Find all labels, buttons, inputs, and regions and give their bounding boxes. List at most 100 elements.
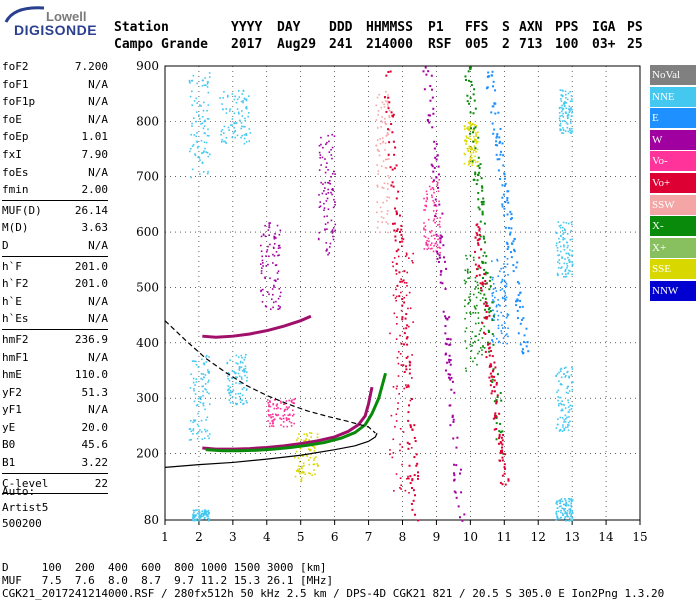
echo-point (563, 367, 566, 370)
echo-point (564, 498, 566, 500)
echo-point (570, 221, 573, 224)
echo-point (566, 126, 569, 129)
echo-point (412, 261, 414, 264)
echo-point (469, 158, 472, 161)
echo-point (472, 256, 475, 259)
echo-band-point (392, 140, 395, 143)
echo-band-point (499, 140, 502, 143)
echo-band-point (457, 505, 460, 508)
echo-point (235, 354, 238, 357)
echo-point (561, 132, 563, 134)
echo-point (299, 446, 301, 449)
echo-band-point (408, 442, 411, 445)
echo-point (201, 510, 204, 513)
echo-point (323, 190, 325, 192)
echo-point (431, 196, 433, 198)
echo-point (570, 381, 573, 384)
echo-point (381, 101, 384, 104)
echo-point (331, 229, 334, 231)
echo-point (571, 263, 574, 266)
echo-point (323, 215, 326, 218)
echo-point (561, 256, 563, 258)
echo-point (505, 283, 508, 285)
echo-point (288, 413, 291, 416)
echo-point (193, 389, 195, 392)
echo-point (399, 449, 401, 452)
echo-band-point (521, 305, 524, 308)
echo-point (559, 370, 562, 373)
echo-point (387, 158, 390, 160)
echo-point (320, 181, 322, 184)
echo-point (570, 506, 573, 508)
echo-band-point (488, 330, 491, 333)
echo-point (298, 460, 301, 463)
echo-point (334, 173, 336, 175)
echo-point (201, 84, 204, 87)
echo-band-point (476, 233, 479, 236)
echo-point (570, 118, 572, 121)
echo-point (195, 404, 198, 407)
echo-band-point (483, 251, 486, 254)
echo-point (492, 341, 494, 343)
echo-point (425, 243, 428, 246)
echo-point (569, 129, 571, 132)
echo-point (193, 134, 196, 136)
echo-point (561, 226, 564, 229)
echo-band-point (488, 350, 491, 353)
echo-band-point (441, 235, 444, 238)
echo-point (304, 473, 307, 475)
echo-point (558, 380, 560, 382)
echo-point (504, 292, 507, 294)
echo-point (399, 486, 401, 489)
echo-point (382, 140, 385, 143)
echo-point (313, 469, 315, 471)
param-separator (2, 255, 108, 257)
echo-point (383, 182, 386, 185)
echo-point (308, 463, 311, 466)
echo-point (203, 513, 206, 516)
echo-point (244, 367, 247, 370)
echo-point (426, 193, 428, 196)
echo-point (464, 139, 466, 142)
echo-point (196, 518, 198, 520)
echo-point (566, 98, 569, 101)
echo-point (332, 206, 335, 209)
echo-point (563, 228, 566, 230)
echo-point (472, 129, 475, 131)
legend-item: NNE (650, 86, 696, 107)
echo-point (464, 128, 466, 130)
echo-point (560, 402, 562, 405)
echo-point (560, 267, 562, 269)
param-row: yE 20.0 (2, 419, 108, 437)
echo-point (331, 172, 334, 175)
echo-point (205, 354, 208, 357)
echo-point (560, 224, 562, 227)
echo-point (564, 376, 567, 378)
echo-point (562, 507, 565, 510)
echo-point (567, 92, 570, 95)
header-label-0: Station (114, 20, 169, 35)
echo-point (242, 100, 244, 102)
echo-band-point (501, 142, 504, 145)
echo-point (507, 273, 509, 276)
echo-point (240, 136, 242, 139)
echo-point (562, 116, 565, 118)
x-tick-label: 1 (161, 530, 169, 544)
echo-point (230, 391, 232, 394)
echo-band-point (516, 261, 519, 264)
echo-band-point (387, 128, 390, 131)
echo-point (502, 327, 504, 329)
echo-point (433, 237, 436, 240)
echo-point (201, 385, 203, 388)
echo-point (506, 257, 509, 260)
echo-band-point (498, 435, 501, 438)
echo-band-point (501, 430, 504, 433)
echo-point (206, 172, 209, 175)
echo-point (565, 391, 568, 394)
echo-point (241, 125, 243, 128)
echo-point (506, 315, 509, 317)
echo-point (190, 133, 192, 136)
echo-point (203, 125, 206, 127)
echo-point (203, 376, 205, 379)
echo-point (326, 249, 328, 252)
